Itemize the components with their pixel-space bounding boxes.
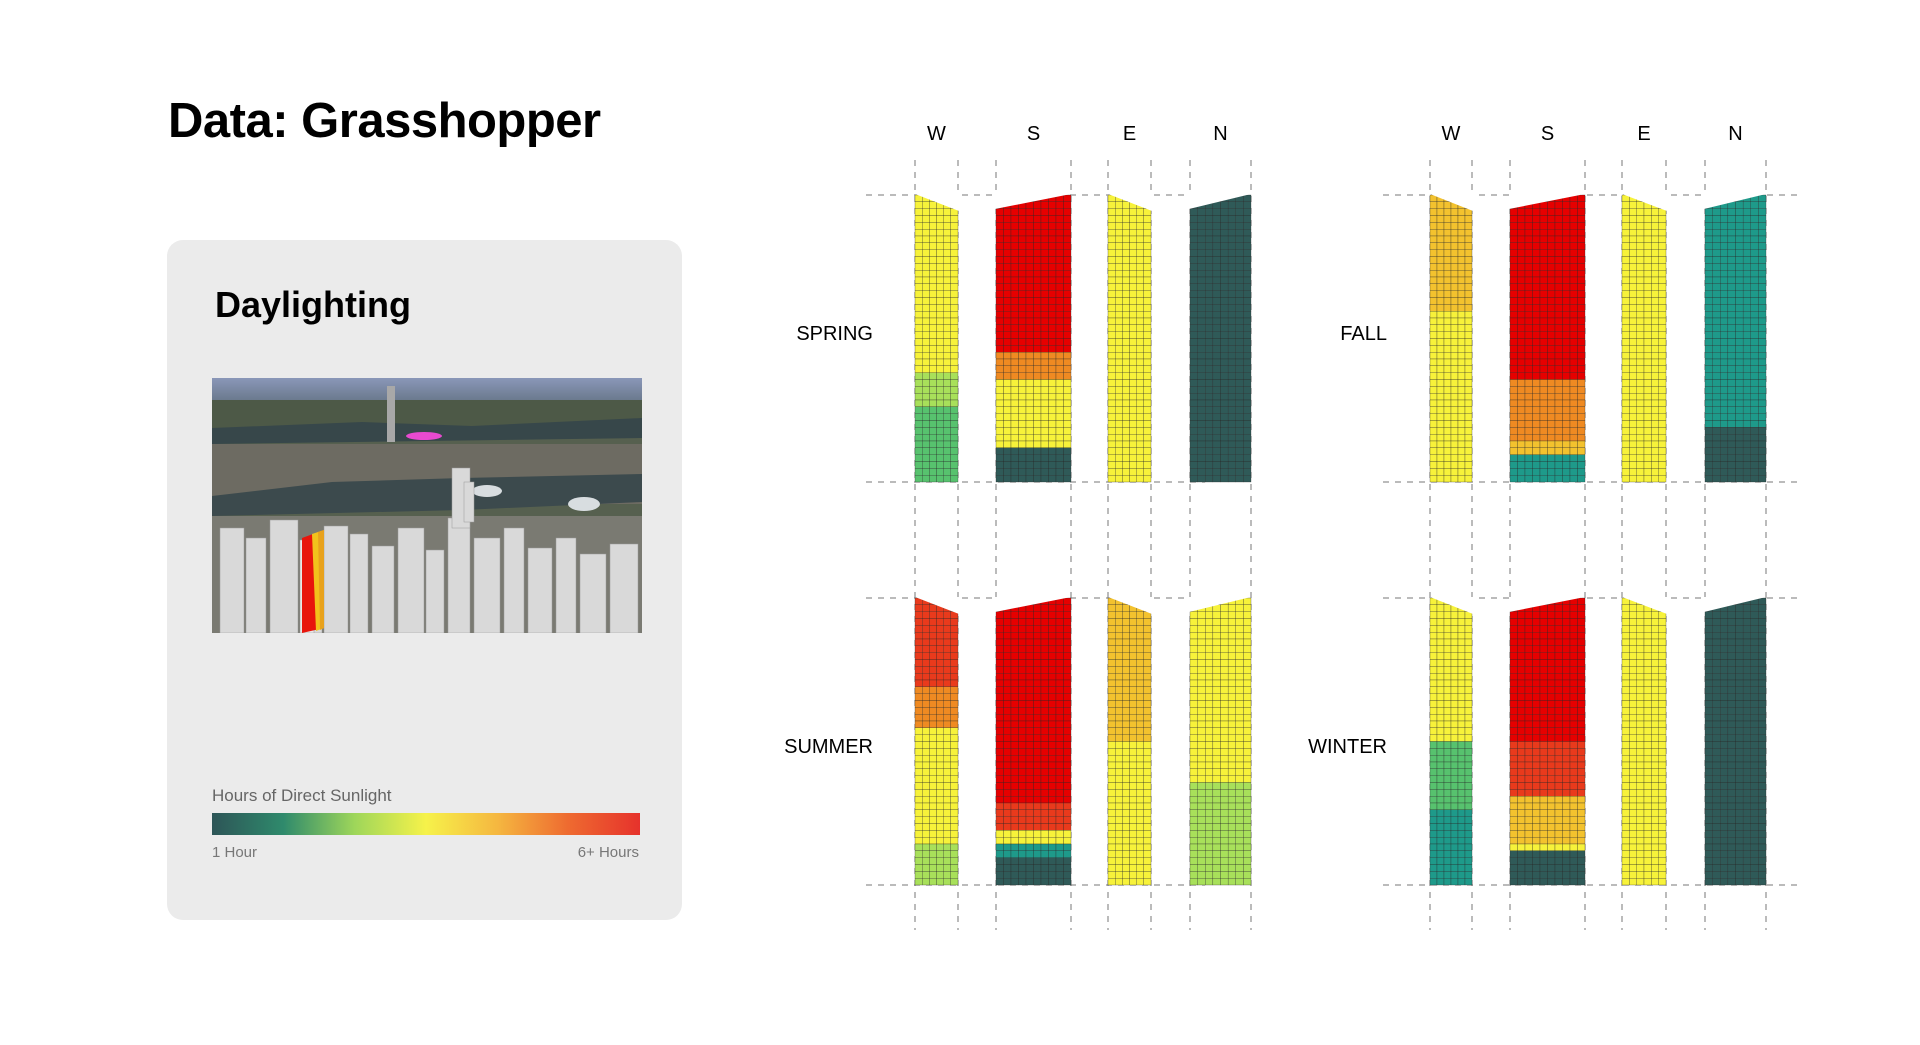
facade-panel-fall-e: [1621, 194, 1667, 483]
facade-panel-winter-e: [1621, 597, 1667, 886]
facade-panel-summer-e: [1107, 597, 1152, 886]
facade-panel-spring-n: [1189, 194, 1252, 483]
facade-label-e: E: [1123, 123, 1136, 145]
legend-min-label: 1 Hour: [212, 844, 258, 861]
facade-label-w: W: [1442, 123, 1461, 145]
facade-panel-winter-w: [1429, 597, 1473, 886]
facade-panel-spring-s: [995, 194, 1072, 483]
facade-panel-summer-w: [914, 597, 959, 886]
facade-label-s: S: [1027, 123, 1040, 145]
season-label-spring: SPRING: [796, 323, 873, 345]
facade-panel-fall-s: [1509, 194, 1586, 483]
season-label-summer: SUMMER: [784, 736, 873, 758]
facade-label-n: N: [1728, 123, 1742, 145]
facade-label-s: S: [1541, 123, 1554, 145]
facade-panel-summer-n: [1189, 597, 1252, 886]
facade-label-w: W: [927, 123, 946, 145]
daylighting-card: Daylighting: [167, 240, 682, 920]
facade-panel-spring-w: [914, 194, 959, 483]
legend-title: Hours of Direct Sunlight: [212, 786, 392, 805]
facade-panel-spring-e: [1107, 194, 1152, 483]
legend-max-label: 6+ Hours: [577, 844, 639, 861]
facade-panel-winter-n: [1704, 597, 1767, 886]
season-label-winter: WINTER: [1308, 736, 1387, 758]
page-title: Data: Grasshopper: [168, 94, 601, 148]
facade-panel-fall-n: [1704, 194, 1767, 483]
card-title: Daylighting: [215, 284, 411, 325]
facade-panel-summer-s: [995, 597, 1072, 886]
legend-gradient-bar: [212, 813, 640, 835]
facade-label-n: N: [1213, 123, 1227, 145]
facade-panel-fall-w: [1429, 194, 1473, 483]
city-rendering-image: [212, 378, 642, 633]
facade-panel-winter-s: [1509, 597, 1586, 886]
facade-label-e: E: [1637, 123, 1650, 145]
season-label-fall: FALL: [1340, 323, 1387, 345]
